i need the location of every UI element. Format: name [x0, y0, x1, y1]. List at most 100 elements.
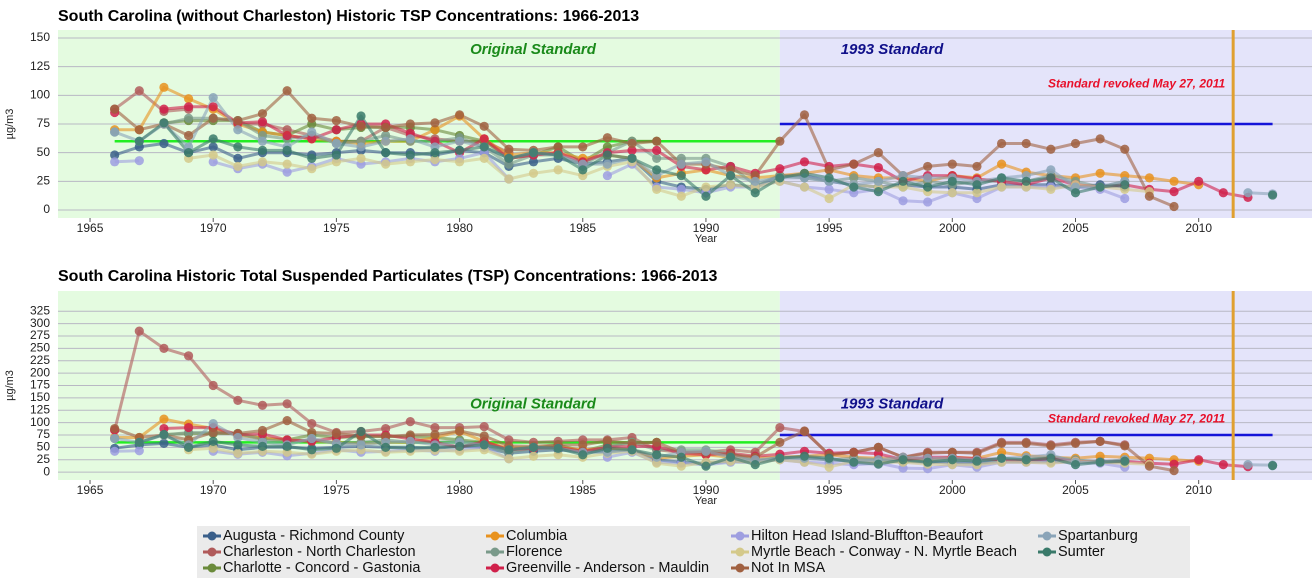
data-point — [208, 418, 218, 429]
legend-label: Florence — [506, 544, 562, 560]
data-point — [799, 426, 810, 436]
data-point — [849, 182, 859, 192]
data-point — [282, 159, 292, 169]
data-point — [504, 174, 514, 184]
annotation: 1993 Standard — [841, 41, 944, 58]
data-point — [923, 197, 933, 207]
data-point — [1169, 465, 1179, 476]
legend-label: Hilton Head Island-Bluffton-Beaufort — [751, 528, 983, 544]
legend-label: Not In MSA — [751, 560, 825, 576]
data-point — [1144, 191, 1154, 201]
data-point — [1046, 165, 1056, 175]
data-point — [1120, 456, 1130, 466]
data-point — [676, 184, 686, 194]
data-point — [578, 440, 588, 450]
data-point — [454, 426, 465, 436]
data-point — [282, 441, 292, 451]
x-tick-label: 2010 — [1185, 221, 1212, 235]
data-point — [701, 157, 711, 167]
data-point — [1218, 188, 1228, 198]
data-point — [479, 431, 489, 441]
data-point — [208, 134, 218, 144]
data-point — [183, 351, 194, 361]
data-point — [282, 145, 292, 155]
data-point — [454, 441, 465, 451]
data-point — [454, 157, 465, 167]
x-tick-label: 2010 — [1185, 483, 1212, 497]
data-point — [208, 157, 218, 167]
series-line — [188, 153, 1150, 200]
data-point — [110, 446, 120, 456]
data-point — [159, 414, 169, 424]
data-point — [849, 447, 859, 457]
data-point — [652, 153, 662, 163]
data-point — [307, 134, 317, 144]
data-point — [799, 182, 810, 192]
y-tick-label: 25 — [37, 452, 51, 466]
data-point — [750, 188, 760, 198]
data-point — [183, 148, 194, 158]
series-line — [188, 446, 1150, 469]
data-point — [1218, 460, 1228, 470]
legend-label: Sumter — [1058, 544, 1105, 560]
x-tick-label: 2000 — [939, 483, 966, 497]
data-point — [1243, 460, 1253, 470]
data-point — [972, 180, 982, 190]
data-point — [701, 182, 711, 192]
data-point — [1194, 455, 1204, 465]
y-tick-label: 150 — [30, 390, 50, 404]
data-point — [282, 416, 292, 426]
data-point — [430, 154, 440, 165]
data-point — [479, 440, 489, 450]
legend-label: Charleston - North Charleston — [223, 544, 416, 560]
data-point — [652, 136, 662, 146]
legend-swatch — [735, 563, 745, 573]
x-tick-label: 1975 — [323, 221, 350, 235]
legend-swatch — [1042, 547, 1052, 557]
annotation: Standard revoked May 27, 2011 — [1048, 77, 1226, 91]
data-point — [750, 176, 760, 186]
data-point — [528, 168, 539, 178]
data-point — [233, 125, 243, 135]
data-point — [602, 170, 612, 181]
data-point — [553, 150, 563, 160]
data-point — [923, 161, 933, 172]
data-point — [479, 153, 489, 163]
y-tick-label: 50 — [37, 440, 51, 454]
data-point — [282, 399, 292, 409]
data-point — [233, 395, 243, 405]
y-tick-label: 100 — [30, 88, 50, 102]
data-point — [873, 148, 883, 158]
data-point — [307, 113, 317, 123]
y-tick-label: 0 — [43, 202, 50, 216]
data-point — [824, 165, 834, 175]
data-point — [504, 153, 514, 163]
data-point — [972, 188, 982, 198]
data-point — [1144, 461, 1154, 471]
data-point — [159, 438, 169, 448]
data-point — [208, 436, 218, 447]
data-point — [110, 150, 120, 160]
data-point — [159, 104, 169, 114]
data-point — [602, 159, 612, 169]
data-point — [652, 184, 662, 194]
data-point — [233, 448, 243, 458]
data-point — [1046, 453, 1056, 463]
x-tick-label: 1970 — [200, 483, 227, 497]
legend-label: Spartanburg — [1058, 528, 1138, 544]
data-point — [307, 445, 317, 455]
data-point — [775, 164, 785, 174]
series-line — [113, 89, 1175, 208]
data-point — [110, 127, 120, 137]
legend-label: Greenville - Anderson - Mauldin — [506, 560, 709, 576]
data-point — [1267, 461, 1278, 471]
legend-swatch — [207, 547, 217, 557]
y-tick-label: 300 — [30, 316, 50, 330]
data-point — [824, 453, 834, 463]
data-point — [824, 173, 834, 183]
data-point — [849, 457, 859, 467]
data-point — [824, 462, 834, 472]
data-point — [553, 450, 563, 460]
